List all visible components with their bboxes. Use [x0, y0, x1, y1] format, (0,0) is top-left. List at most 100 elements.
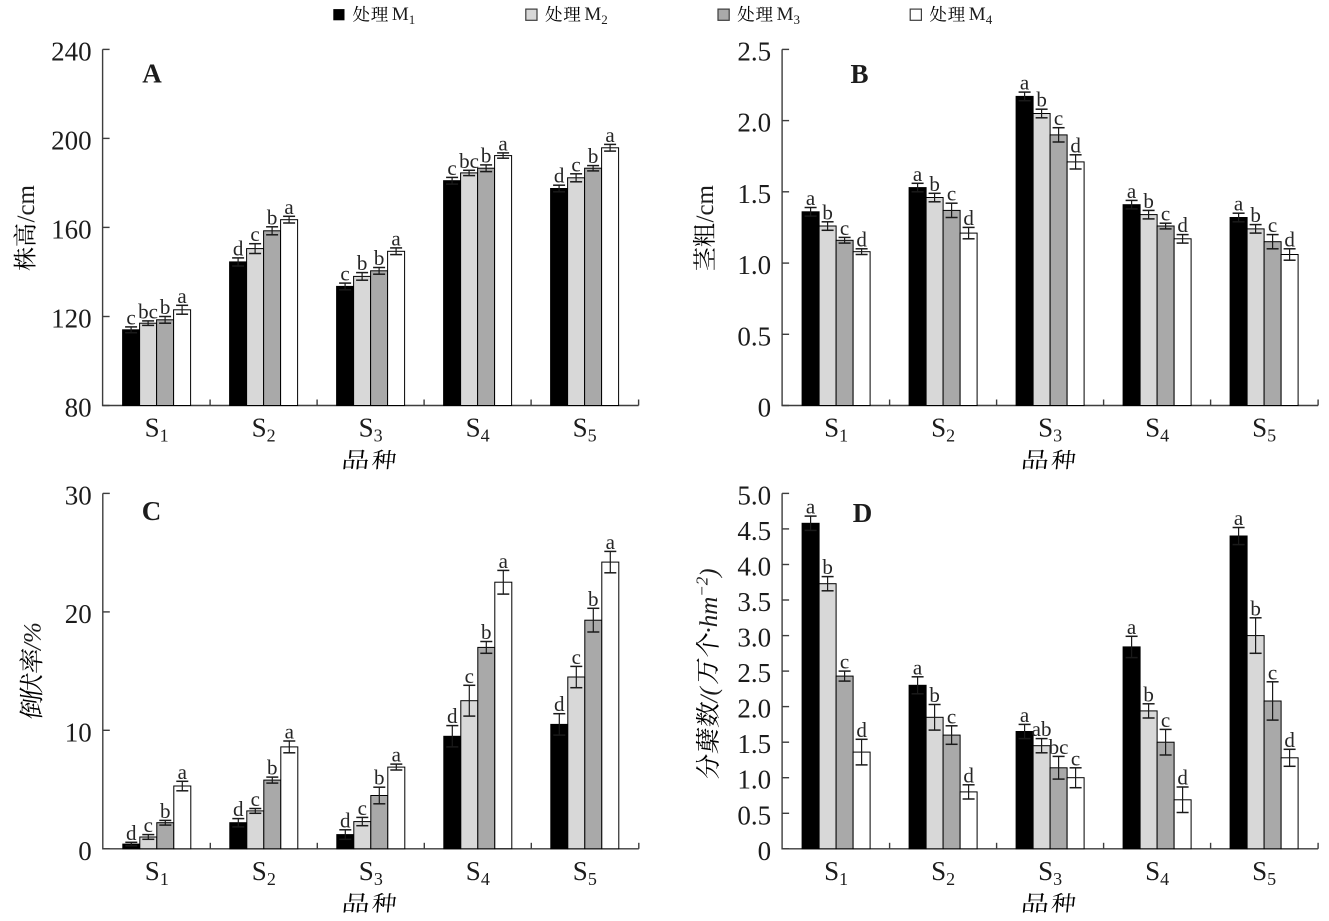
svg-text:c: c [947, 182, 956, 206]
svg-text:a: a [392, 743, 402, 767]
svg-text:3.5: 3.5 [737, 587, 771, 617]
svg-text:a: a [391, 226, 401, 250]
svg-text:d: d [963, 763, 974, 787]
svg-text:/cm: /cm [13, 184, 40, 222]
svg-text:b: b [1143, 189, 1154, 213]
svg-text:a: a [606, 530, 616, 554]
svg-text:d: d [1070, 133, 1081, 157]
svg-text:D: D [853, 498, 873, 528]
svg-text:a: a [806, 186, 816, 210]
svg-text:/%: /% [20, 622, 47, 652]
svg-text:b: b [267, 756, 278, 780]
svg-text:d: d [233, 797, 244, 821]
svg-text:a: a [806, 495, 816, 519]
svg-text:b: b [1250, 203, 1261, 227]
svg-text:bc: bc [138, 299, 158, 323]
svg-text:c: c [340, 262, 349, 286]
svg-text:c: c [1161, 708, 1170, 732]
svg-text:1.0: 1.0 [737, 765, 771, 795]
svg-text:10: 10 [65, 717, 92, 747]
svg-text:d: d [554, 692, 565, 716]
svg-text:5.0: 5.0 [737, 480, 771, 510]
svg-text:1.5: 1.5 [737, 179, 771, 209]
svg-text:c: c [840, 216, 849, 240]
svg-text:2.0: 2.0 [737, 694, 771, 724]
svg-text:A: A [142, 59, 162, 89]
svg-text:d: d [1177, 766, 1188, 790]
svg-text:4.0: 4.0 [737, 552, 771, 582]
svg-text:a: a [498, 131, 508, 155]
svg-text:a: a [1020, 71, 1030, 95]
svg-text:b: b [1143, 682, 1154, 706]
svg-text:c: c [1071, 746, 1080, 770]
svg-text:b: b [822, 555, 833, 579]
svg-text:c: c [1268, 660, 1277, 684]
svg-text:d: d [233, 236, 244, 260]
svg-text:c: c [1161, 202, 1170, 226]
svg-text:a: a [1127, 179, 1137, 203]
svg-text:b: b [1250, 596, 1261, 620]
svg-text:d: d [554, 164, 565, 188]
svg-text:a: a [913, 162, 923, 186]
svg-text:2.0: 2.0 [737, 108, 771, 138]
svg-text:c: c [126, 305, 135, 329]
svg-text:30: 30 [65, 480, 92, 510]
svg-text:d: d [1177, 213, 1188, 237]
svg-text:ab: ab [1032, 717, 1052, 741]
svg-text:bc: bc [459, 149, 479, 173]
svg-text:b: b [160, 295, 171, 319]
svg-text:/cm: /cm [692, 184, 719, 222]
svg-text:80: 80 [65, 393, 92, 423]
svg-text:c: c [465, 664, 474, 688]
svg-text:0: 0 [78, 836, 92, 866]
svg-text:b: b [481, 620, 492, 644]
svg-text:a: a [1020, 703, 1030, 727]
svg-text:S2: S2 [931, 856, 955, 889]
svg-text:c: c [250, 222, 259, 246]
svg-text:120: 120 [51, 304, 92, 334]
svg-text:bc: bc [1049, 735, 1069, 759]
svg-text:b: b [588, 144, 599, 168]
svg-text:200: 200 [51, 125, 92, 155]
svg-text:d: d [1284, 728, 1295, 752]
svg-text:0.5: 0.5 [737, 321, 771, 351]
svg-text:a: a [605, 123, 615, 147]
svg-text:d: d [126, 821, 137, 845]
svg-text:b: b [160, 799, 171, 823]
svg-text:d: d [1284, 227, 1295, 251]
svg-text:c: c [947, 704, 956, 728]
svg-text:c: c [1054, 106, 1063, 130]
svg-text:b: b [1036, 88, 1047, 112]
svg-text:2.5: 2.5 [737, 658, 771, 688]
svg-text:c: c [251, 787, 260, 811]
svg-text:a: a [913, 655, 923, 679]
svg-text:b: b [374, 246, 385, 270]
svg-text:d: d [340, 808, 351, 832]
svg-text:b: b [481, 143, 492, 167]
svg-text:d: d [963, 206, 974, 230]
svg-text:a: a [178, 760, 188, 784]
svg-text:c: c [571, 152, 580, 176]
svg-text:1.5: 1.5 [737, 729, 771, 759]
svg-text:a: a [1234, 192, 1244, 216]
svg-text:b: b [588, 587, 599, 611]
svg-text:0: 0 [758, 836, 772, 866]
svg-text:240: 240 [51, 36, 92, 66]
svg-text:1.0: 1.0 [737, 250, 771, 280]
svg-text:a: a [177, 284, 187, 308]
svg-text:2.5: 2.5 [737, 36, 771, 66]
svg-text:c: c [840, 650, 849, 674]
svg-text:S3: S3 [1038, 413, 1062, 446]
svg-text:c: c [358, 796, 367, 820]
svg-text:b: b [929, 172, 940, 196]
svg-text:a: a [1234, 506, 1244, 530]
svg-text:b: b [929, 683, 940, 707]
svg-text:a: a [499, 549, 509, 573]
svg-text:b: b [822, 200, 833, 224]
svg-text:c: c [1268, 213, 1277, 237]
svg-text:c: c [447, 156, 456, 180]
svg-text:20: 20 [65, 599, 92, 629]
svg-text:C: C [142, 496, 162, 526]
svg-text:d: d [856, 227, 867, 251]
svg-text:c: c [572, 645, 581, 669]
